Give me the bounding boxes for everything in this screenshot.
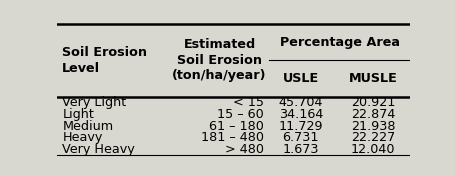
Text: 45.704: 45.704: [278, 96, 323, 109]
Text: < 15: < 15: [232, 96, 263, 109]
Text: 11.729: 11.729: [278, 120, 323, 133]
Text: 20.921: 20.921: [350, 96, 394, 109]
Text: 22.227: 22.227: [350, 131, 394, 144]
Text: MUSLE: MUSLE: [348, 72, 397, 85]
Text: 6.731: 6.731: [282, 131, 318, 144]
Text: Medium: Medium: [62, 120, 113, 133]
Text: 15 – 60: 15 – 60: [217, 108, 263, 121]
Text: USLE: USLE: [282, 72, 318, 85]
Text: 34.164: 34.164: [278, 108, 322, 121]
Text: > 480: > 480: [224, 143, 263, 156]
Text: Very Light: Very Light: [62, 96, 126, 109]
Text: Percentage Area: Percentage Area: [279, 36, 399, 49]
Text: 181 – 480: 181 – 480: [200, 131, 263, 144]
Text: Estimated
Soil Erosion
(ton/ha/year): Estimated Soil Erosion (ton/ha/year): [172, 38, 266, 82]
Text: 21.938: 21.938: [350, 120, 394, 133]
Text: 1.673: 1.673: [282, 143, 318, 156]
Text: Light: Light: [62, 108, 94, 121]
Text: Soil Erosion
Level: Soil Erosion Level: [62, 46, 147, 75]
Text: Heavy: Heavy: [62, 131, 102, 144]
Text: Very Heavy: Very Heavy: [62, 143, 135, 156]
Text: 22.874: 22.874: [350, 108, 394, 121]
Text: 12.040: 12.040: [350, 143, 394, 156]
Text: 61 – 180: 61 – 180: [208, 120, 263, 133]
